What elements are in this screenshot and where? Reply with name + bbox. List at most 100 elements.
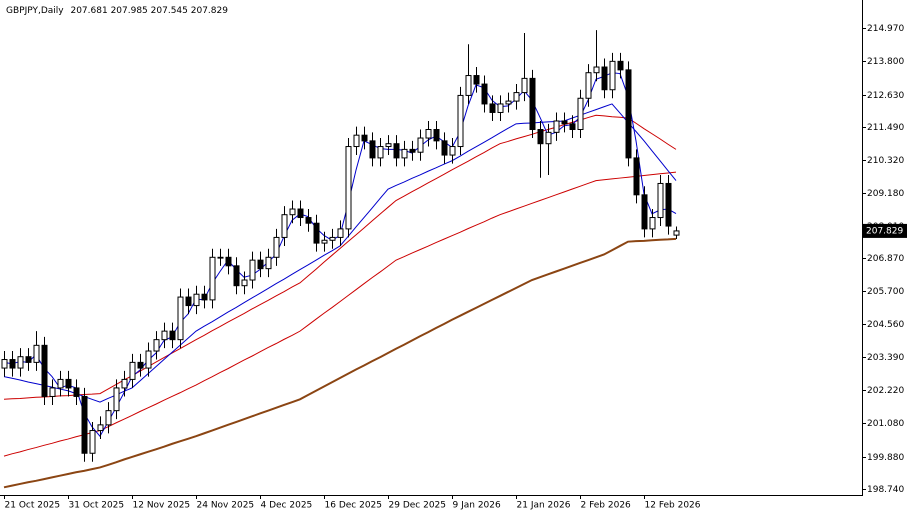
candle-body bbox=[465, 75, 472, 96]
candle-body bbox=[609, 60, 616, 91]
candle-body bbox=[433, 129, 440, 142]
candle-body bbox=[505, 100, 512, 105]
candle-body bbox=[385, 143, 392, 148]
y-tick-label: 214.970 bbox=[867, 24, 904, 34]
candle-body bbox=[409, 148, 416, 153]
candle-body bbox=[193, 293, 200, 307]
candle-body bbox=[641, 194, 648, 230]
y-tick-label: 210.320 bbox=[867, 156, 904, 166]
candle-body bbox=[49, 387, 56, 397]
x-tick-label: 2 Feb 2026 bbox=[581, 501, 632, 511]
y-tick-label: 206.870 bbox=[867, 254, 904, 264]
candle-body bbox=[129, 361, 136, 380]
x-tick-label: 29 Dec 2025 bbox=[389, 501, 447, 511]
candle-body bbox=[305, 217, 312, 224]
candle-body bbox=[33, 344, 40, 363]
candle-body bbox=[361, 134, 368, 142]
x-tick-label: 12 Nov 2025 bbox=[133, 501, 191, 511]
chart-header: GBPJPY,Daily 207.681 207.985 207.545 207… bbox=[6, 6, 228, 16]
candle-body bbox=[369, 140, 376, 159]
candle-body bbox=[441, 140, 448, 156]
candle-body bbox=[513, 92, 520, 102]
candle-body bbox=[265, 256, 272, 270]
high-value: 207.985 bbox=[111, 6, 148, 16]
candle-body bbox=[289, 208, 296, 216]
x-tick-label: 16 Dec 2025 bbox=[325, 501, 383, 511]
candle-body bbox=[153, 339, 160, 352]
low-value: 207.545 bbox=[151, 6, 188, 16]
candle-body bbox=[489, 103, 496, 113]
candle-body bbox=[561, 120, 568, 125]
candle-body bbox=[593, 66, 600, 74]
moving-average-line bbox=[3, 171, 677, 457]
candle-body bbox=[377, 146, 384, 159]
candle-body bbox=[473, 75, 480, 85]
candle-body bbox=[425, 129, 432, 139]
candle-body bbox=[497, 103, 504, 113]
candle-body bbox=[65, 378, 72, 389]
candle-body bbox=[185, 296, 192, 307]
candle-body bbox=[673, 230, 680, 236]
y-tick-label: 211.490 bbox=[867, 123, 904, 133]
chart-title: GBPJPY,Daily bbox=[6, 6, 64, 16]
candle-body bbox=[73, 387, 80, 397]
y-tick-label: 202.220 bbox=[867, 386, 904, 396]
candle-body bbox=[345, 146, 352, 230]
candle-body bbox=[1, 359, 8, 369]
candle-body bbox=[241, 279, 248, 287]
x-tick-label: 21 Oct 2025 bbox=[5, 501, 61, 511]
y-tick-label: 201.080 bbox=[867, 419, 904, 429]
candle-body bbox=[297, 208, 304, 219]
close-value: 207.829 bbox=[191, 6, 228, 16]
y-tick-label: 199.880 bbox=[867, 453, 904, 463]
x-tick-label: 9 Jan 2026 bbox=[453, 501, 501, 511]
candle-body bbox=[521, 77, 528, 94]
candle-body bbox=[9, 359, 16, 369]
candle-body bbox=[625, 69, 632, 159]
candle-body bbox=[233, 265, 240, 287]
candle-body bbox=[585, 72, 592, 99]
candle-body bbox=[249, 259, 256, 281]
candle-body bbox=[353, 134, 360, 148]
y-tick-label: 209.180 bbox=[867, 189, 904, 199]
candle-body bbox=[121, 378, 128, 389]
candle-body bbox=[401, 148, 408, 159]
candle-body bbox=[577, 97, 584, 131]
candle-body bbox=[649, 217, 656, 230]
candle-body bbox=[145, 350, 152, 369]
candle-body bbox=[217, 256, 224, 259]
candle-body bbox=[665, 182, 672, 227]
price-label-box bbox=[862, 223, 907, 238]
moving-average-line bbox=[3, 237, 677, 489]
candle-body bbox=[569, 123, 576, 131]
price-label: 207.829 bbox=[866, 226, 903, 236]
candle-body bbox=[177, 296, 184, 341]
candle-body bbox=[481, 83, 488, 105]
candle-body bbox=[457, 94, 464, 148]
y-tick-label: 203.390 bbox=[867, 353, 904, 363]
y-tick-label: 205.700 bbox=[867, 287, 904, 297]
x-tick-label: 24 Nov 2025 bbox=[197, 501, 255, 511]
y-tick-label: 198.740 bbox=[867, 485, 904, 495]
candle-body bbox=[169, 330, 176, 341]
candle-body bbox=[25, 356, 32, 363]
candle-body bbox=[113, 387, 120, 412]
candle-body bbox=[89, 430, 96, 454]
candle-body bbox=[329, 236, 336, 241]
candle-body bbox=[601, 66, 608, 91]
candle-body bbox=[273, 236, 280, 258]
candle-body bbox=[105, 410, 112, 426]
candle-body bbox=[617, 60, 624, 71]
y-tick-label: 212.630 bbox=[867, 91, 904, 101]
candle-body bbox=[313, 222, 320, 244]
y-tick-label: 213.800 bbox=[867, 57, 904, 67]
candle-body bbox=[553, 120, 560, 133]
candle-body bbox=[417, 137, 424, 153]
candle-body bbox=[97, 424, 104, 432]
candle-body bbox=[81, 395, 88, 454]
x-tick-label: 21 Jan 2026 bbox=[517, 501, 571, 511]
candle-body bbox=[393, 143, 400, 159]
candle-body bbox=[41, 344, 48, 397]
